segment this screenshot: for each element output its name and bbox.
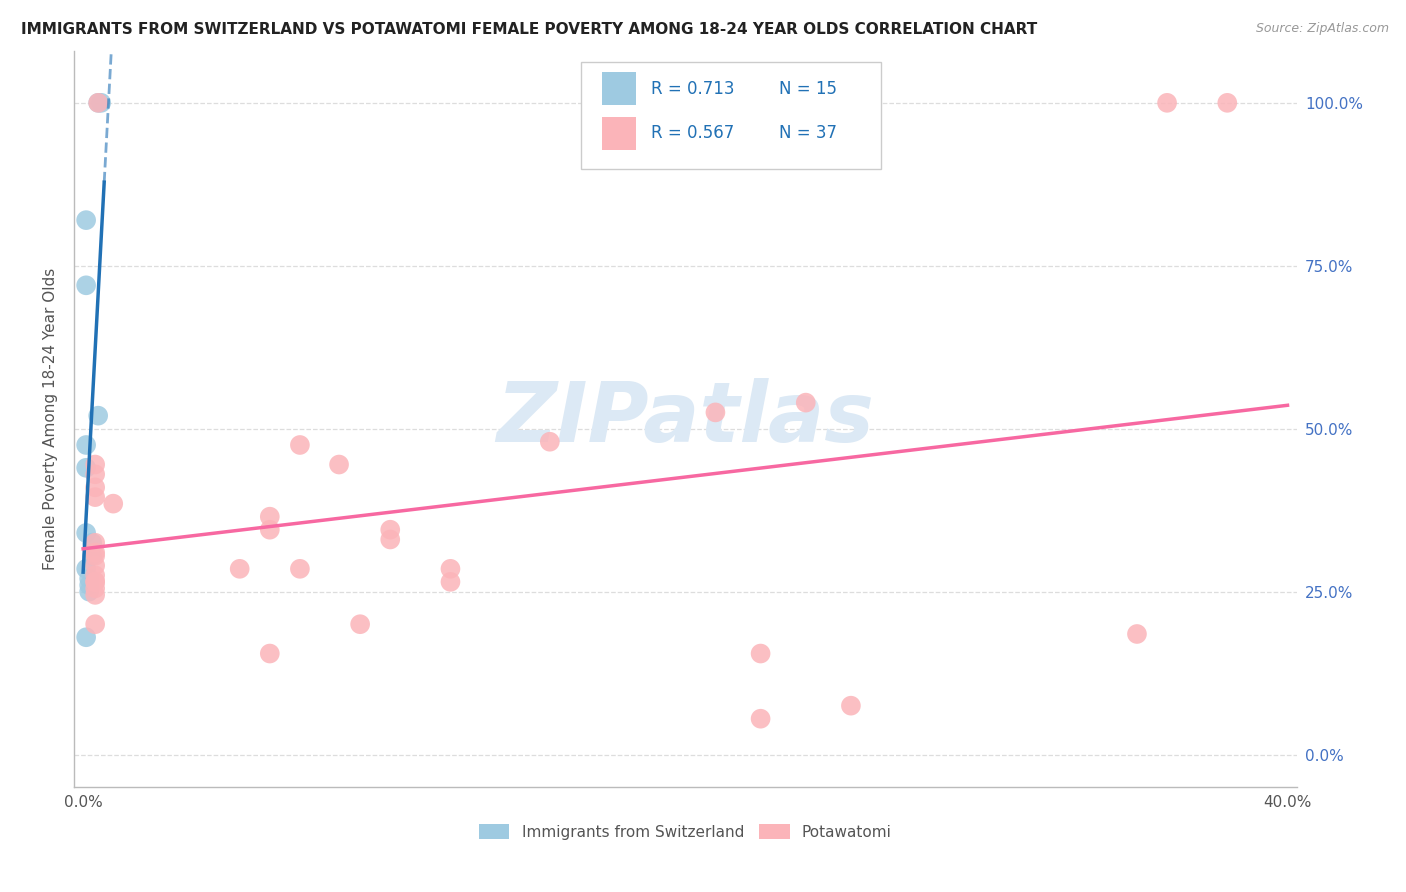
Point xyxy=(259,647,281,661)
Point xyxy=(228,562,250,576)
Point xyxy=(259,509,281,524)
Point xyxy=(84,467,107,482)
Text: N = 37: N = 37 xyxy=(779,124,838,143)
Point xyxy=(75,213,97,227)
Point xyxy=(84,490,107,504)
Text: N = 15: N = 15 xyxy=(779,79,838,97)
Point xyxy=(1126,627,1149,641)
Point xyxy=(704,405,727,419)
Point xyxy=(84,549,107,563)
Point xyxy=(259,523,281,537)
Point xyxy=(84,588,107,602)
Y-axis label: Female Poverty Among 18-24 Year Olds: Female Poverty Among 18-24 Year Olds xyxy=(44,268,58,570)
Point xyxy=(749,712,772,726)
Point xyxy=(87,95,110,110)
Point xyxy=(103,497,125,511)
Point xyxy=(87,409,110,423)
Point xyxy=(75,278,97,293)
Point xyxy=(439,574,461,589)
Point xyxy=(328,458,350,472)
Point xyxy=(84,458,107,472)
Point xyxy=(75,630,97,644)
Point xyxy=(1156,95,1178,110)
Text: IMMIGRANTS FROM SWITZERLAND VS POTAWATOMI FEMALE POVERTY AMONG 18-24 YEAR OLDS C: IMMIGRANTS FROM SWITZERLAND VS POTAWATOM… xyxy=(21,22,1038,37)
Point xyxy=(87,95,110,110)
Point xyxy=(77,584,100,599)
Point xyxy=(82,535,104,549)
Point xyxy=(1216,95,1239,110)
Point xyxy=(84,535,107,549)
Point xyxy=(84,574,107,589)
Point xyxy=(84,568,107,582)
FancyBboxPatch shape xyxy=(602,117,637,150)
Point xyxy=(75,562,97,576)
Point xyxy=(84,480,107,494)
Point xyxy=(77,578,100,592)
Point xyxy=(84,617,107,632)
Text: R = 0.567: R = 0.567 xyxy=(651,124,734,143)
Point xyxy=(288,438,311,452)
Text: Source: ZipAtlas.com: Source: ZipAtlas.com xyxy=(1256,22,1389,36)
Point xyxy=(84,574,107,589)
Point xyxy=(839,698,862,713)
Point xyxy=(77,572,100,586)
Point xyxy=(84,582,107,596)
Point xyxy=(84,558,107,573)
Point xyxy=(75,438,97,452)
Point xyxy=(75,460,97,475)
Point xyxy=(538,434,561,449)
Point xyxy=(794,395,817,409)
Point xyxy=(749,647,772,661)
Legend: Immigrants from Switzerland, Potawatomi: Immigrants from Switzerland, Potawatomi xyxy=(472,818,898,846)
Point xyxy=(380,533,402,547)
Point xyxy=(288,562,311,576)
Point xyxy=(75,525,97,540)
Text: R = 0.713: R = 0.713 xyxy=(651,79,734,97)
Point xyxy=(439,562,461,576)
FancyBboxPatch shape xyxy=(602,72,637,105)
Point xyxy=(84,545,107,559)
Point xyxy=(90,95,112,110)
Point xyxy=(349,617,371,632)
FancyBboxPatch shape xyxy=(582,62,882,169)
Point xyxy=(380,523,402,537)
Text: ZIPatlas: ZIPatlas xyxy=(496,378,875,459)
Point xyxy=(82,549,104,563)
